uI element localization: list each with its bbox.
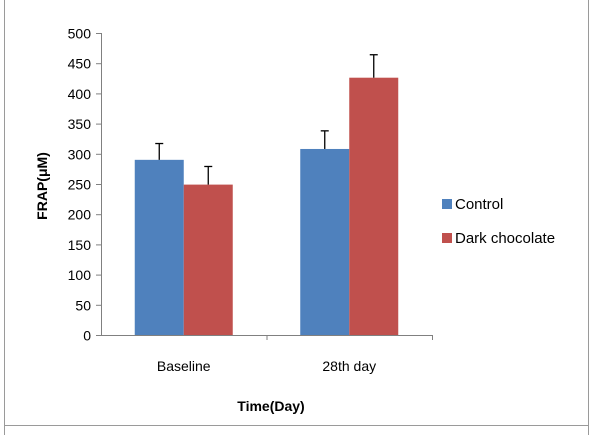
legend-label: Control bbox=[455, 196, 503, 213]
x-category-label: Baseline bbox=[157, 358, 211, 374]
error-bars-group bbox=[155, 54, 378, 185]
bars-group bbox=[134, 77, 399, 336]
legend: Control Dark chocolate bbox=[442, 196, 555, 247]
y-tick-label: 0 bbox=[83, 328, 91, 344]
legend-swatch bbox=[442, 199, 452, 209]
y-axis-title: FRAP(μM) bbox=[34, 152, 50, 220]
y-tick-label: 450 bbox=[68, 56, 92, 72]
y-tick-label: 500 bbox=[68, 26, 92, 42]
x-category-label: 28th day bbox=[322, 358, 376, 374]
y-tick-label: 150 bbox=[68, 237, 92, 253]
y-axis-ticks: 0 50 100 150 200 250 300 350 400 450 500 bbox=[68, 26, 101, 344]
legend-swatch bbox=[442, 233, 452, 243]
bar bbox=[134, 159, 184, 335]
y-tick-label: 350 bbox=[68, 116, 92, 132]
x-axis-title: Time(Day) bbox=[237, 398, 304, 414]
y-tick-label: 400 bbox=[68, 86, 92, 102]
x-axis-categories: Baseline 28th day bbox=[157, 335, 433, 374]
y-tick-label: 100 bbox=[68, 267, 92, 283]
bar bbox=[349, 77, 399, 336]
y-tick-label: 200 bbox=[68, 207, 92, 223]
bar bbox=[300, 148, 350, 335]
bar bbox=[183, 184, 233, 335]
y-tick-label: 300 bbox=[68, 146, 92, 162]
y-tick-label: 50 bbox=[75, 297, 91, 313]
y-tick-label: 250 bbox=[68, 177, 92, 193]
legend-label: Dark chocolate bbox=[455, 230, 555, 247]
